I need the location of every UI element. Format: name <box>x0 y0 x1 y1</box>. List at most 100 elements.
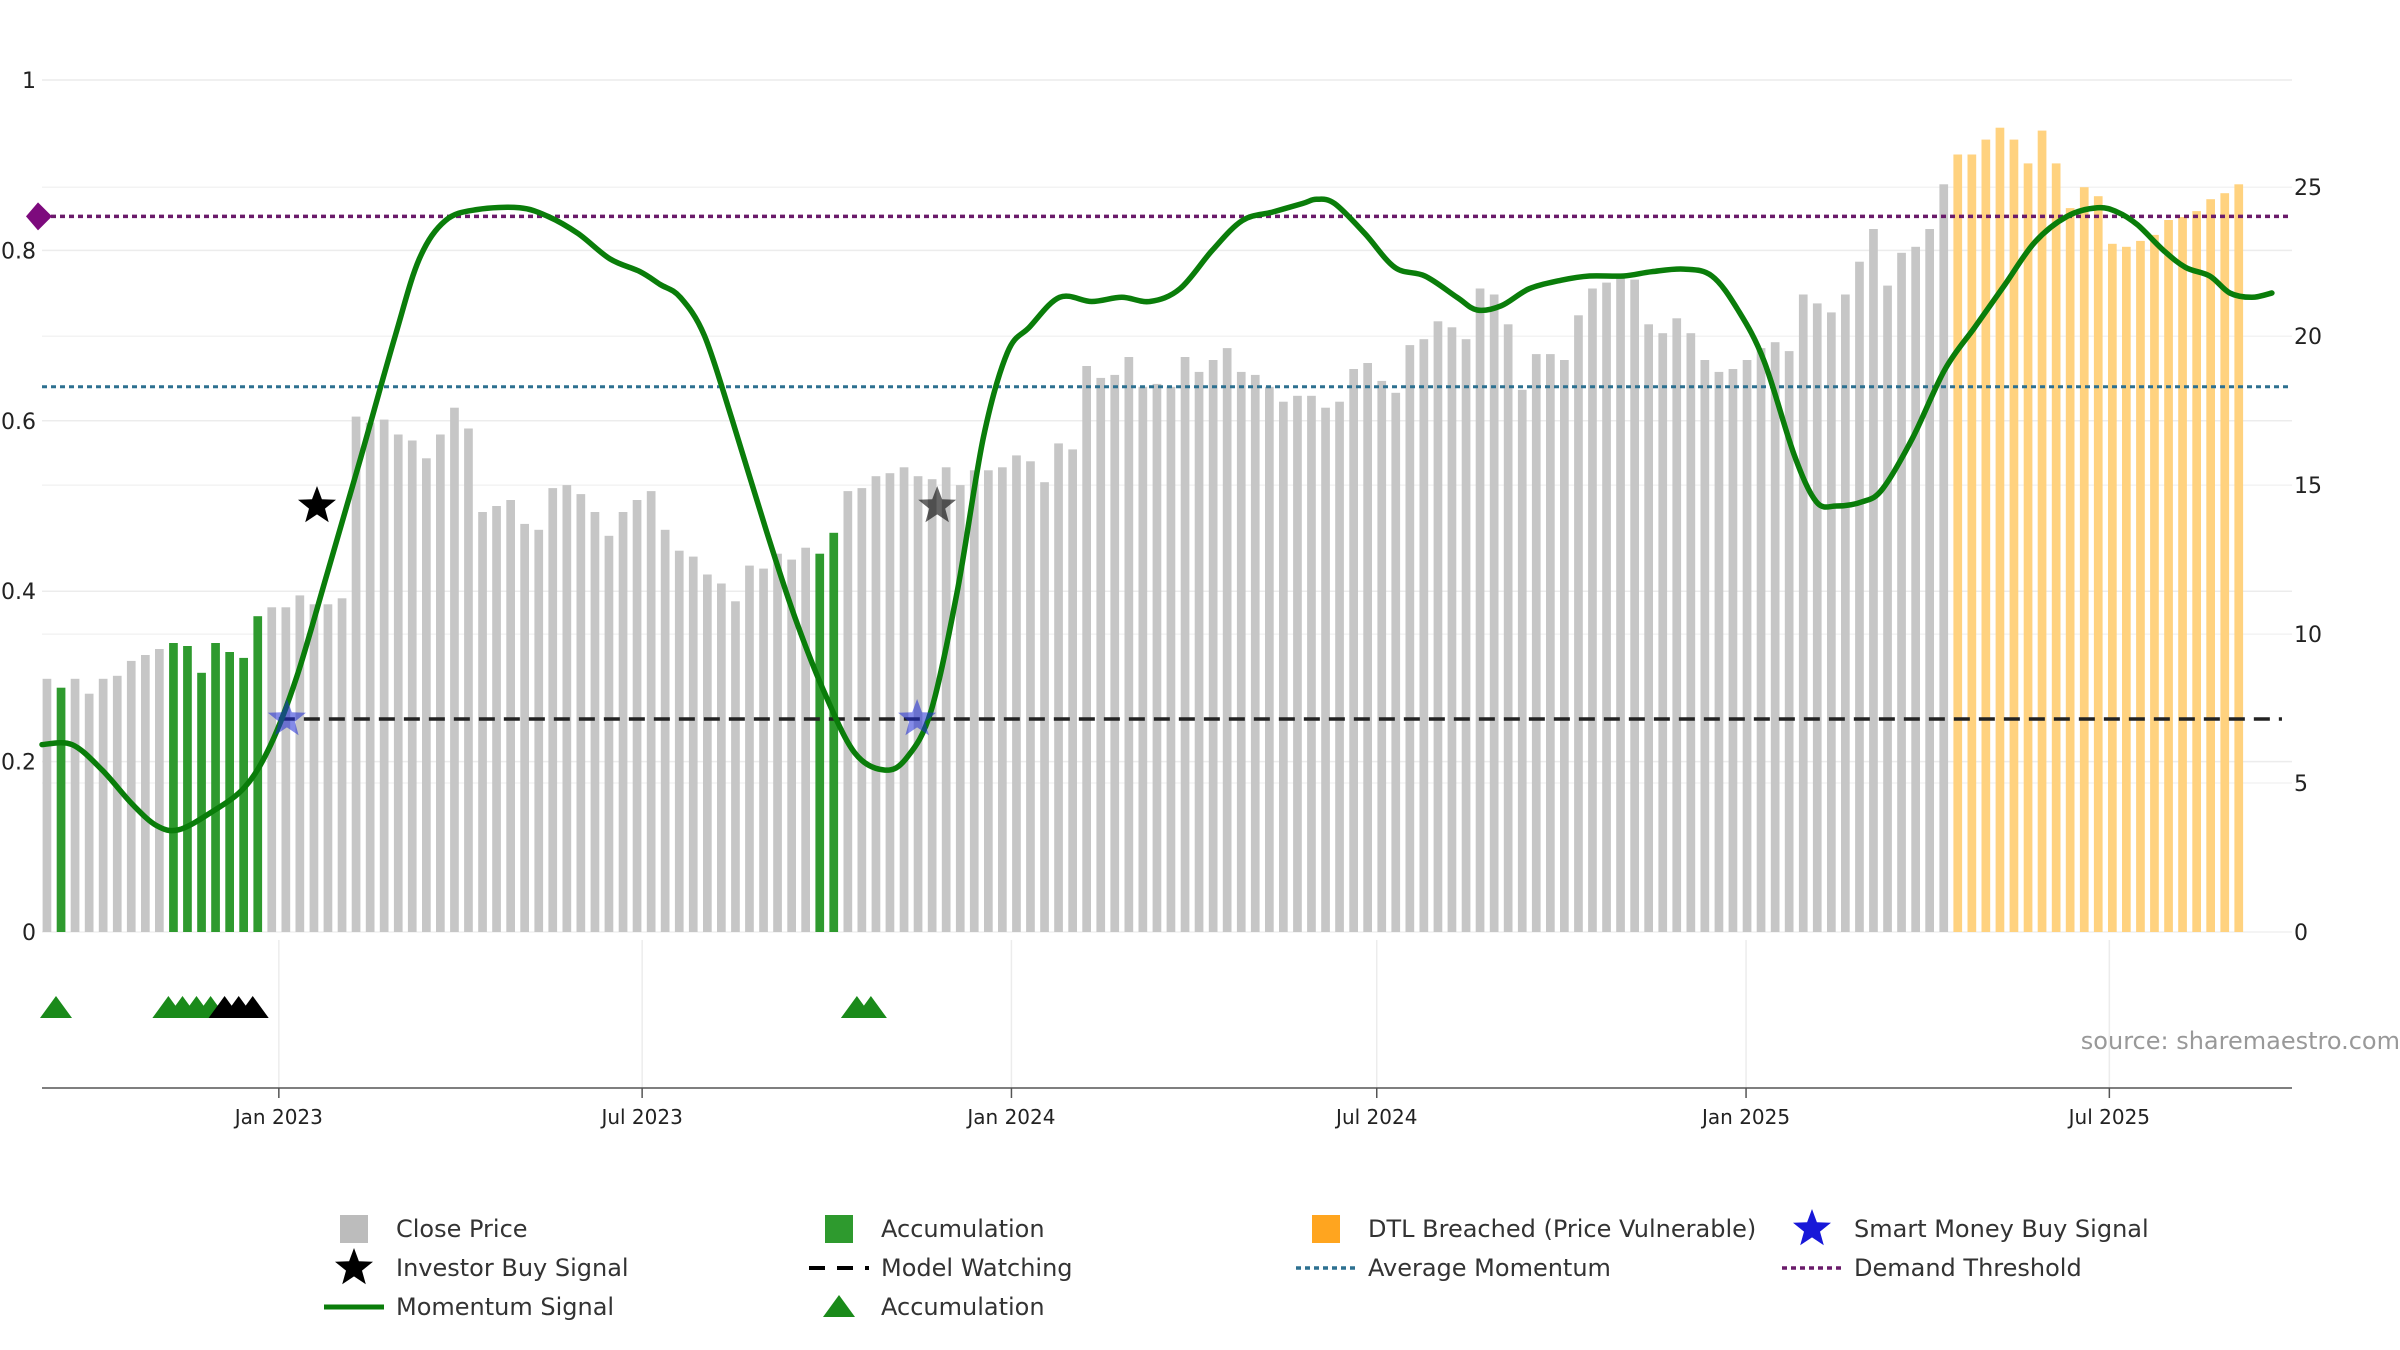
close-price-bar <box>941 467 951 932</box>
legend-label: Investor Buy Signal <box>396 1254 629 1282</box>
close-price-bar <box>1742 360 1752 932</box>
x-axis-tick-label: Jan 2024 <box>965 1105 1055 1129</box>
close-price-bar <box>1531 354 1541 933</box>
dtl-breached-bar <box>2192 211 2201 933</box>
accumulation-markers <box>40 996 887 1018</box>
price-bars <box>42 127 2244 933</box>
smart-money-buy-star <box>898 699 937 736</box>
close-price-bar <box>1841 294 1850 932</box>
dtl-breached-bar <box>1967 154 1977 932</box>
accumulation-marker-triangle <box>854 996 887 1018</box>
legend-label: Accumulation <box>881 1215 1045 1243</box>
close-price-bar <box>646 491 656 932</box>
close-price-bar <box>1827 312 1836 932</box>
close-price-bar <box>1279 401 1288 932</box>
reference-lines <box>26 202 2292 721</box>
close-price-bar <box>141 655 150 932</box>
left-axis-tick-label: 0.2 <box>1 751 36 776</box>
close-price-bar <box>1377 380 1387 932</box>
close-price-bar <box>1517 389 1527 932</box>
close-price-bar <box>759 568 768 932</box>
close-price-bar <box>365 422 375 932</box>
close-price-bar <box>787 559 796 932</box>
close-price-bar <box>323 604 333 932</box>
close-price-bar <box>1588 288 1597 932</box>
right-axis-tick-label: 15 <box>2294 474 2322 499</box>
close-price-bar <box>998 467 1007 932</box>
close-price-bar <box>1489 294 1499 932</box>
close-price-bar <box>1026 461 1035 932</box>
legend-label: Close Price <box>396 1215 528 1243</box>
close-price-bar <box>1911 246 1920 933</box>
legend-label: Model Watching <box>881 1254 1073 1282</box>
close-price-bar <box>1883 285 1892 933</box>
close-price-bar <box>1250 374 1260 932</box>
close-price-bar <box>1194 371 1204 932</box>
dtl-breached-bar <box>2093 196 2103 932</box>
accumulation-marker-triangle <box>40 996 72 1018</box>
legend-star <box>335 1248 373 1285</box>
close-price-bar <box>1152 383 1162 932</box>
legend-label: Accumulation <box>881 1293 1045 1321</box>
close-price-bar <box>562 485 572 932</box>
close-price-bar <box>1770 342 1780 932</box>
dtl-breached-bar <box>1981 139 1991 933</box>
demand-threshold-marker <box>26 202 52 231</box>
close-price-bar <box>1054 443 1063 932</box>
close-price-bar <box>267 607 277 932</box>
close-price-bar <box>955 485 965 932</box>
left-axis-tick-label: 0 <box>22 921 36 946</box>
close-price-bar <box>1630 279 1639 933</box>
dtl-breached-bar <box>2122 246 2131 933</box>
close-price-bar <box>337 598 347 932</box>
momentum-signal <box>39 196 2275 834</box>
legend-label: Smart Money Buy Signal <box>1854 1215 2149 1243</box>
legend-label: Momentum Signal <box>396 1293 614 1321</box>
close-price-bar <box>632 500 642 932</box>
legend-item: Demand Threshold <box>1782 1254 2082 1282</box>
close-price-bar <box>1419 339 1429 932</box>
legend: Close Price Accumulation DTL Breached (Pri… <box>324 1209 2149 1321</box>
dtl-breached-bar <box>2150 234 2159 932</box>
dtl-breached-bar <box>2037 130 2047 933</box>
accumulation-bar <box>169 643 178 932</box>
close-price-bar <box>1700 360 1710 932</box>
close-price-bar <box>1475 288 1485 932</box>
close-price-bar <box>773 553 782 932</box>
left-axis-tick-label: 0.8 <box>1 239 36 264</box>
investor-buy-star <box>918 486 957 523</box>
close-price-bar <box>576 494 586 932</box>
close-price-bar <box>520 523 529 932</box>
left-axis-tick-label: 0.6 <box>1 410 36 435</box>
close-price-bar <box>1433 321 1443 932</box>
dtl-breached-bar <box>2136 240 2145 932</box>
close-price-bar <box>464 428 473 932</box>
close-price-bar <box>1897 252 1906 933</box>
right-axis-tick-label: 25 <box>2294 176 2322 201</box>
legend-label: Demand Threshold <box>1854 1254 2082 1282</box>
close-price-bar <box>407 440 417 932</box>
close-price-bar <box>1756 348 1766 933</box>
close-price-bar <box>1644 324 1653 932</box>
close-price-bar <box>1293 395 1302 932</box>
accumulation-bar <box>829 532 839 932</box>
close-price-bar <box>1040 482 1049 932</box>
close-price-bar <box>1082 366 1091 932</box>
x-axis-tick-label: Jul 2024 <box>1334 1105 1417 1129</box>
close-price-bar <box>969 470 979 932</box>
dtl-breached-bar <box>2108 243 2117 933</box>
momentum-signal-line <box>39 196 2275 834</box>
legend-item: Accumulation <box>823 1293 1045 1321</box>
legend-item: Close Price <box>340 1215 528 1243</box>
close-price-bar <box>1658 333 1668 932</box>
right-axis-tick-label: 20 <box>2294 325 2322 350</box>
left-axis-tick-label: 0.4 <box>1 580 36 605</box>
close-price-bar <box>155 649 164 932</box>
close-price-bar <box>688 556 698 932</box>
close-price-bar <box>1349 369 1358 932</box>
close-price-bar <box>1616 276 1625 933</box>
legend-item: Smart Money Buy Signal <box>1793 1209 2149 1246</box>
close-price-bar <box>351 416 361 933</box>
dtl-breached-bar <box>1953 154 1963 932</box>
legend-item: Accumulation <box>825 1215 1045 1243</box>
